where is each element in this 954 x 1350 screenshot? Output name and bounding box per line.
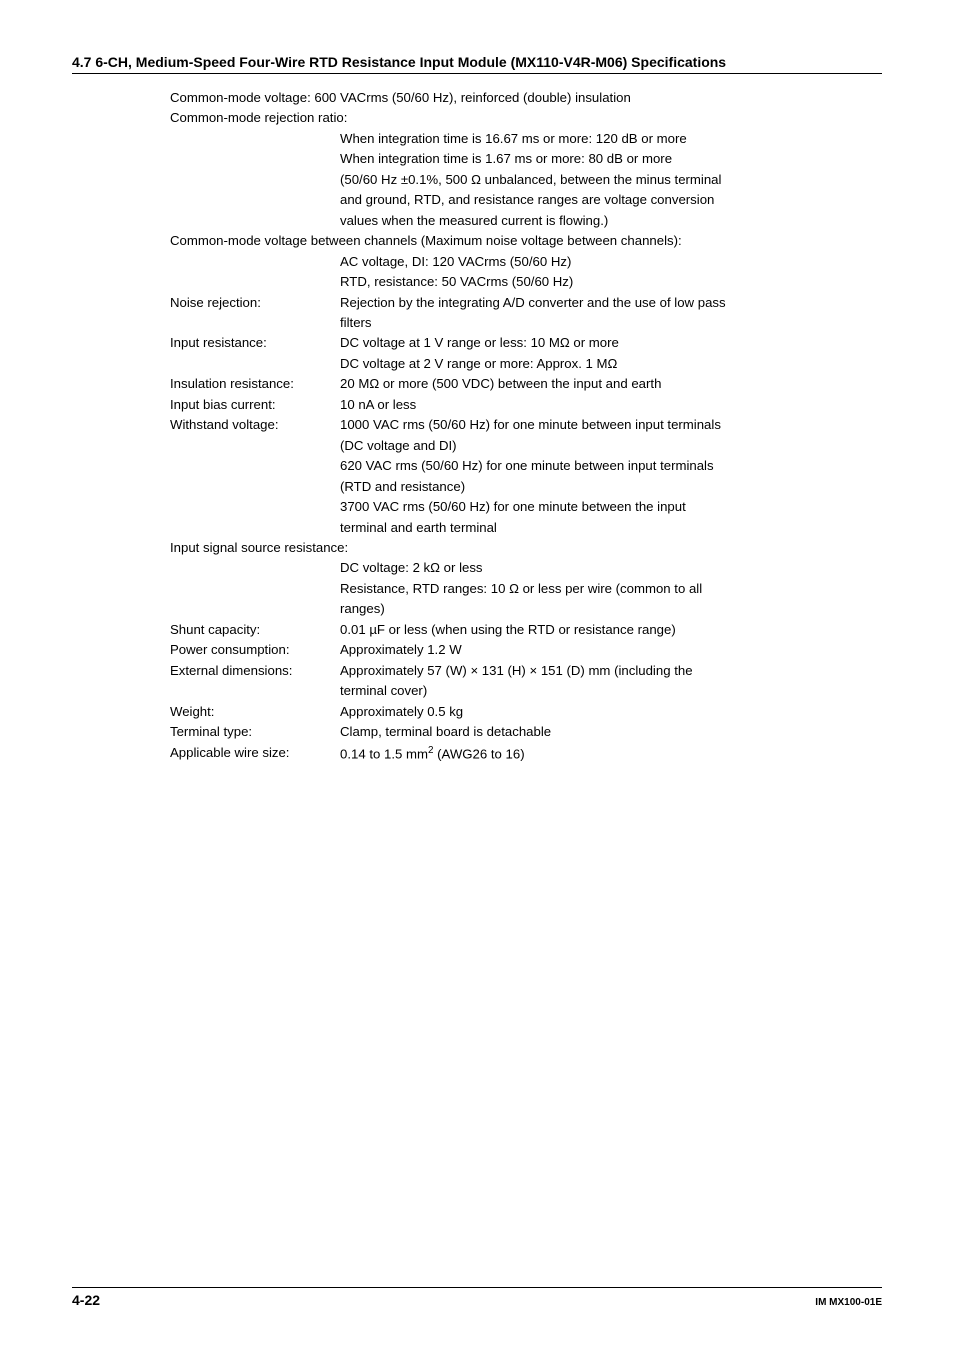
ext-label: External dimensions: <box>170 661 340 681</box>
spec-content: Common-mode voltage: 600 VACrms (50/60 H… <box>72 88 882 764</box>
wire-row: Applicable wire size: 0.14 to 1.5 mm2 (A… <box>170 743 882 765</box>
shunt-label: Shunt capacity: <box>170 620 340 640</box>
cmvbc-label: Common-mode voltage between channels (Ma… <box>170 231 882 251</box>
cmrr-line: and ground, RTD, and resistance ranges a… <box>170 190 882 210</box>
shunt-value: 0.01 µF or less (when using the RTD or r… <box>340 620 882 640</box>
noise-line: filters <box>170 313 882 333</box>
section-title: 4.7 6-CH, Medium-Speed Four-Wire RTD Res… <box>72 54 882 74</box>
input-res-label: Input resistance: <box>170 333 340 353</box>
ext-value: Approximately 57 (W) × 131 (H) × 151 (D)… <box>340 661 882 681</box>
ext-dim-row: External dimensions: Approximately 57 (W… <box>170 661 882 681</box>
withstand-line: (DC voltage and DI) <box>170 436 882 456</box>
issr-line: DC voltage: 2 kΩ or less <box>170 558 882 578</box>
ext-line: terminal cover) <box>170 681 882 701</box>
withstand-label: Withstand voltage: <box>170 415 340 435</box>
weight-row: Weight: Approximately 0.5 kg <box>170 702 882 722</box>
cmrr-line: (50/60 Hz ±0.1%, 500 Ω unbalanced, betwe… <box>170 170 882 190</box>
issr-line: ranges) <box>170 599 882 619</box>
page-footer: 4-22 IM MX100-01E <box>72 1287 882 1308</box>
weight-value: Approximately 0.5 kg <box>340 702 882 722</box>
insul-label: Insulation resistance: <box>170 374 340 394</box>
bias-row: Input bias current: 10 nA or less <box>170 395 882 415</box>
term-label: Terminal type: <box>170 722 340 742</box>
bias-label: Input bias current: <box>170 395 340 415</box>
cmrr-label: Common-mode rejection ratio: <box>170 108 882 128</box>
cmrr-line: values when the measured current is flow… <box>170 211 882 231</box>
cmrr-line: When integration time is 16.67 ms or mor… <box>170 129 882 149</box>
power-row: Power consumption: Approximately 1.2 W <box>170 640 882 660</box>
wire-label: Applicable wire size: <box>170 743 340 763</box>
cmrr-line: When integration time is 1.67 ms or more… <box>170 149 882 169</box>
withstand-line: terminal and earth terminal <box>170 518 882 538</box>
noise-value: Rejection by the integrating A/D convert… <box>340 293 882 313</box>
wire-pre: 0.14 to 1.5 mm <box>340 746 428 761</box>
input-res-value: DC voltage at 1 V range or less: 10 MΩ o… <box>340 333 882 353</box>
withstand-line: 620 VAC rms (50/60 Hz) for one minute be… <box>170 456 882 476</box>
page-number: 4-22 <box>72 1292 100 1308</box>
insulation-row: Insulation resistance: 20 MΩ or more (50… <box>170 374 882 394</box>
withstand-line: 3700 VAC rms (50/60 Hz) for one minute b… <box>170 497 882 517</box>
noise-label: Noise rejection: <box>170 293 340 313</box>
issr-label: Input signal source resistance: <box>170 538 882 558</box>
power-value: Approximately 1.2 W <box>340 640 882 660</box>
wire-post: (AWG26 to 16) <box>433 746 524 761</box>
wire-value: 0.14 to 1.5 mm2 (AWG26 to 16) <box>340 743 882 765</box>
withstand-line: (RTD and resistance) <box>170 477 882 497</box>
weight-label: Weight: <box>170 702 340 722</box>
common-mode-voltage: Common-mode voltage: 600 VACrms (50/60 H… <box>170 88 882 108</box>
bias-value: 10 nA or less <box>340 395 882 415</box>
input-resistance-row: Input resistance: DC voltage at 1 V rang… <box>170 333 882 353</box>
document-id: IM MX100-01E <box>815 1297 882 1308</box>
shunt-row: Shunt capacity: 0.01 µF or less (when us… <box>170 620 882 640</box>
withstand-value: 1000 VAC rms (50/60 Hz) for one minute b… <box>340 415 882 435</box>
input-res-line: DC voltage at 2 V range or more: Approx.… <box>170 354 882 374</box>
power-label: Power consumption: <box>170 640 340 660</box>
term-value: Clamp, terminal board is detachable <box>340 722 882 742</box>
cmvbc-line: AC voltage, DI: 120 VACrms (50/60 Hz) <box>170 252 882 272</box>
cmvbc-line: RTD, resistance: 50 VACrms (50/60 Hz) <box>170 272 882 292</box>
insul-value: 20 MΩ or more (500 VDC) between the inpu… <box>340 374 882 394</box>
withstand-row: Withstand voltage: 1000 VAC rms (50/60 H… <box>170 415 882 435</box>
noise-rejection-row: Noise rejection: Rejection by the integr… <box>170 293 882 313</box>
terminal-row: Terminal type: Clamp, terminal board is … <box>170 722 882 742</box>
issr-line: Resistance, RTD ranges: 10 Ω or less per… <box>170 579 882 599</box>
